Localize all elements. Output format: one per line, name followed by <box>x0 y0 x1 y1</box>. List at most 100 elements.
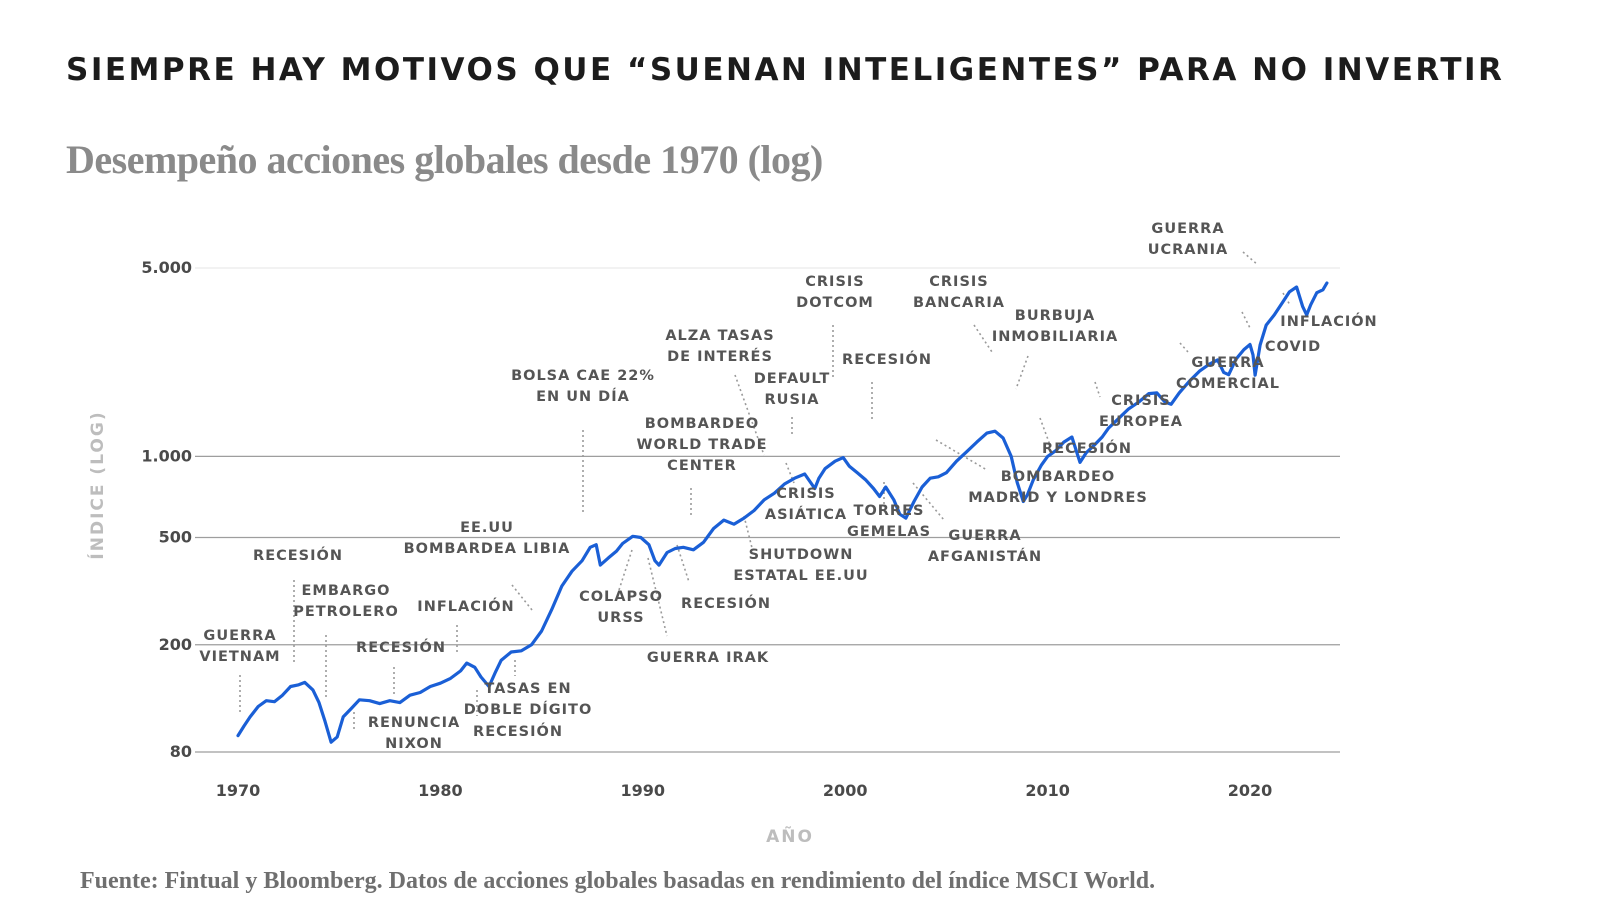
event-annotation-line: BURBUJA <box>1015 308 1095 324</box>
event-annotation: BOLSA CAE 22% EN UN DÍA <box>511 368 655 405</box>
event-annotation: GUERRA UCRANIA <box>1148 221 1229 258</box>
event-annotation: GUERRA AFGANISTÁN <box>928 528 1042 565</box>
event-annotation: INFLACIÓN <box>1280 312 1377 330</box>
event-annotation-line: CRISIS <box>805 274 864 290</box>
event-annotation: TASAS EN DOBLE DÍGITO <box>464 681 593 718</box>
annotation-leader <box>785 462 795 484</box>
event-annotation-line: GUERRA <box>203 628 276 644</box>
chart-subtitle: Desempeño acciones globales desde 1970 (… <box>66 137 823 182</box>
event-annotation-line: NIXON <box>385 736 443 752</box>
event-annotation-line: ESTATAL EE.UU <box>733 568 868 584</box>
y-axis-label: ÍNDICE (LOG) <box>86 410 108 559</box>
event-annotation-line: AFGANISTÁN <box>928 548 1042 565</box>
event-annotation-line: BOMBARDEA LIBIA <box>404 541 571 557</box>
event-annotation-line: COMERCIAL <box>1176 376 1280 392</box>
annotation-leader <box>743 515 753 549</box>
event-annotation-line: URSS <box>597 610 644 626</box>
annotation-leader <box>912 482 945 521</box>
event-annotation: BOMBARDEO MADRID Y LONDRES <box>968 469 1148 506</box>
event-annotation-line: CRISIS <box>929 274 988 290</box>
x-tick-label: 1970 <box>216 781 261 800</box>
x-tick-label: 2010 <box>1025 781 1070 800</box>
event-annotation: COVID <box>1265 339 1321 355</box>
event-annotation-line: GUERRA <box>1151 221 1224 237</box>
event-annotation: BOMBARDEO WORLD TRADE CENTER <box>636 416 767 474</box>
event-annotation-line: COLAPSO <box>579 589 663 605</box>
event-annotation-line: ASIÁTICA <box>765 506 847 523</box>
event-annotation-line: EUROPEA <box>1099 414 1183 430</box>
event-annotation-line: RECESIÓN <box>842 350 932 368</box>
event-annotation-line: BANCARIA <box>913 295 1005 311</box>
y-tick-label: 1.000 <box>141 446 192 465</box>
event-annotation-line: RECESIÓN <box>681 594 771 612</box>
event-annotation: RECESIÓN <box>1042 439 1132 457</box>
event-annotations: GUERRA VIETNAM RECESIÓN EMBARGO PETROLERO REN… <box>199 221 1377 752</box>
event-annotation: ALZA TASAS DE INTERÉS <box>665 328 774 365</box>
event-annotation-line: PETROLERO <box>293 604 399 620</box>
event-annotation: CRISIS EUROPEA <box>1099 393 1183 430</box>
x-tick-label: 2020 <box>1228 781 1273 800</box>
event-annotation: CRISIS BANCARIA <box>913 274 1005 311</box>
event-annotation-line: RECESIÓN <box>473 722 563 740</box>
event-annotation-line: VIETNAM <box>199 649 280 665</box>
index-series <box>236 281 1329 744</box>
event-annotation-line: GUERRA <box>1191 355 1264 371</box>
annotation-leader <box>511 584 533 611</box>
event-annotation: EMBARGO PETROLERO <box>293 583 399 620</box>
event-annotation: RECESIÓN <box>842 350 932 368</box>
event-annotation: GUERRA COMERCIAL <box>1176 355 1280 392</box>
event-annotation: RECESIÓN <box>473 722 563 740</box>
event-annotation-line: COVID <box>1265 339 1321 355</box>
event-annotation-line: TORRES <box>854 503 925 519</box>
event-annotation-line: EN UN DÍA <box>536 388 630 405</box>
annotation-leader <box>1241 311 1251 329</box>
x-axis-ticks: 1970 1980 1990 2000 2010 2020 <box>216 781 1273 800</box>
annotation-leader <box>734 374 765 456</box>
event-annotation: EE.UU BOMBARDEA LIBIA <box>404 520 571 557</box>
event-annotation-line: DE INTERÉS <box>667 348 773 365</box>
y-tick-label: 80 <box>170 742 192 761</box>
event-annotation-line: CRISIS <box>1111 393 1170 409</box>
y-axis-ticks: 80 200 500 1.000 5.000 <box>141 258 192 761</box>
event-annotation-line: EE.UU <box>460 520 514 536</box>
event-annotation-line: GUERRA <box>948 528 1021 544</box>
event-annotation-line: DOTCOM <box>796 295 874 311</box>
event-annotation: CRISIS DOTCOM <box>796 274 874 311</box>
event-annotation: GUERRA VIETNAM <box>199 628 280 665</box>
event-annotation-line: UCRANIA <box>1148 242 1229 258</box>
x-tick-label: 2000 <box>823 781 868 800</box>
event-annotation: RENUNCIA NIXON <box>368 715 460 752</box>
event-annotation: RECESIÓN <box>356 638 446 656</box>
event-annotation-line: RECESIÓN <box>356 638 446 656</box>
event-annotation-line: SHUTDOWN <box>749 547 854 563</box>
event-annotation-line: EMBARGO <box>301 583 390 599</box>
event-annotation-line: MADRID Y LONDRES <box>968 490 1148 506</box>
event-annotation-line: DEFAULT <box>754 371 830 387</box>
annotation-leader <box>1242 251 1259 266</box>
chart-source-note: Fuente: Fintual y Bloomberg. Datos de ac… <box>80 868 1156 894</box>
event-annotation-line: WORLD TRADE <box>636 437 767 453</box>
event-annotation: DEFAULT RUSIA <box>754 371 830 408</box>
event-annotation: GUERRA IRAK <box>647 650 769 666</box>
annotation-leader <box>973 324 993 353</box>
annotation-leader <box>676 544 690 583</box>
event-annotation-line: BOLSA CAE 22% <box>511 368 655 384</box>
y-tick-label: 500 <box>159 528 192 547</box>
event-annotation-line: DOBLE DÍGITO <box>464 701 593 718</box>
event-annotation-line: INMOBILIARIA <box>992 329 1118 345</box>
event-annotation: COLAPSO URSS <box>579 589 663 626</box>
event-annotation: RECESIÓN <box>253 546 343 564</box>
event-annotation: TORRES GEMELAS <box>847 503 931 540</box>
chart-headline: SIEMPRE HAY MOTIVOS QUE “SUENAN INTELIGE… <box>66 52 1505 88</box>
y-tick-label: 200 <box>159 635 192 654</box>
event-annotation-line: RUSIA <box>765 392 820 408</box>
event-annotation-line: BOMBARDEO <box>645 416 760 432</box>
event-annotation: CRISIS ASIÁTICA <box>765 486 847 523</box>
x-axis-label: AÑO <box>766 824 814 847</box>
event-annotation-line: INFLACIÓN <box>417 597 514 615</box>
annotation-leader <box>1094 381 1101 398</box>
annotation-leaders <box>239 251 1291 730</box>
event-annotation-line: GEMELAS <box>847 524 931 540</box>
annotation-leader <box>1179 342 1189 353</box>
